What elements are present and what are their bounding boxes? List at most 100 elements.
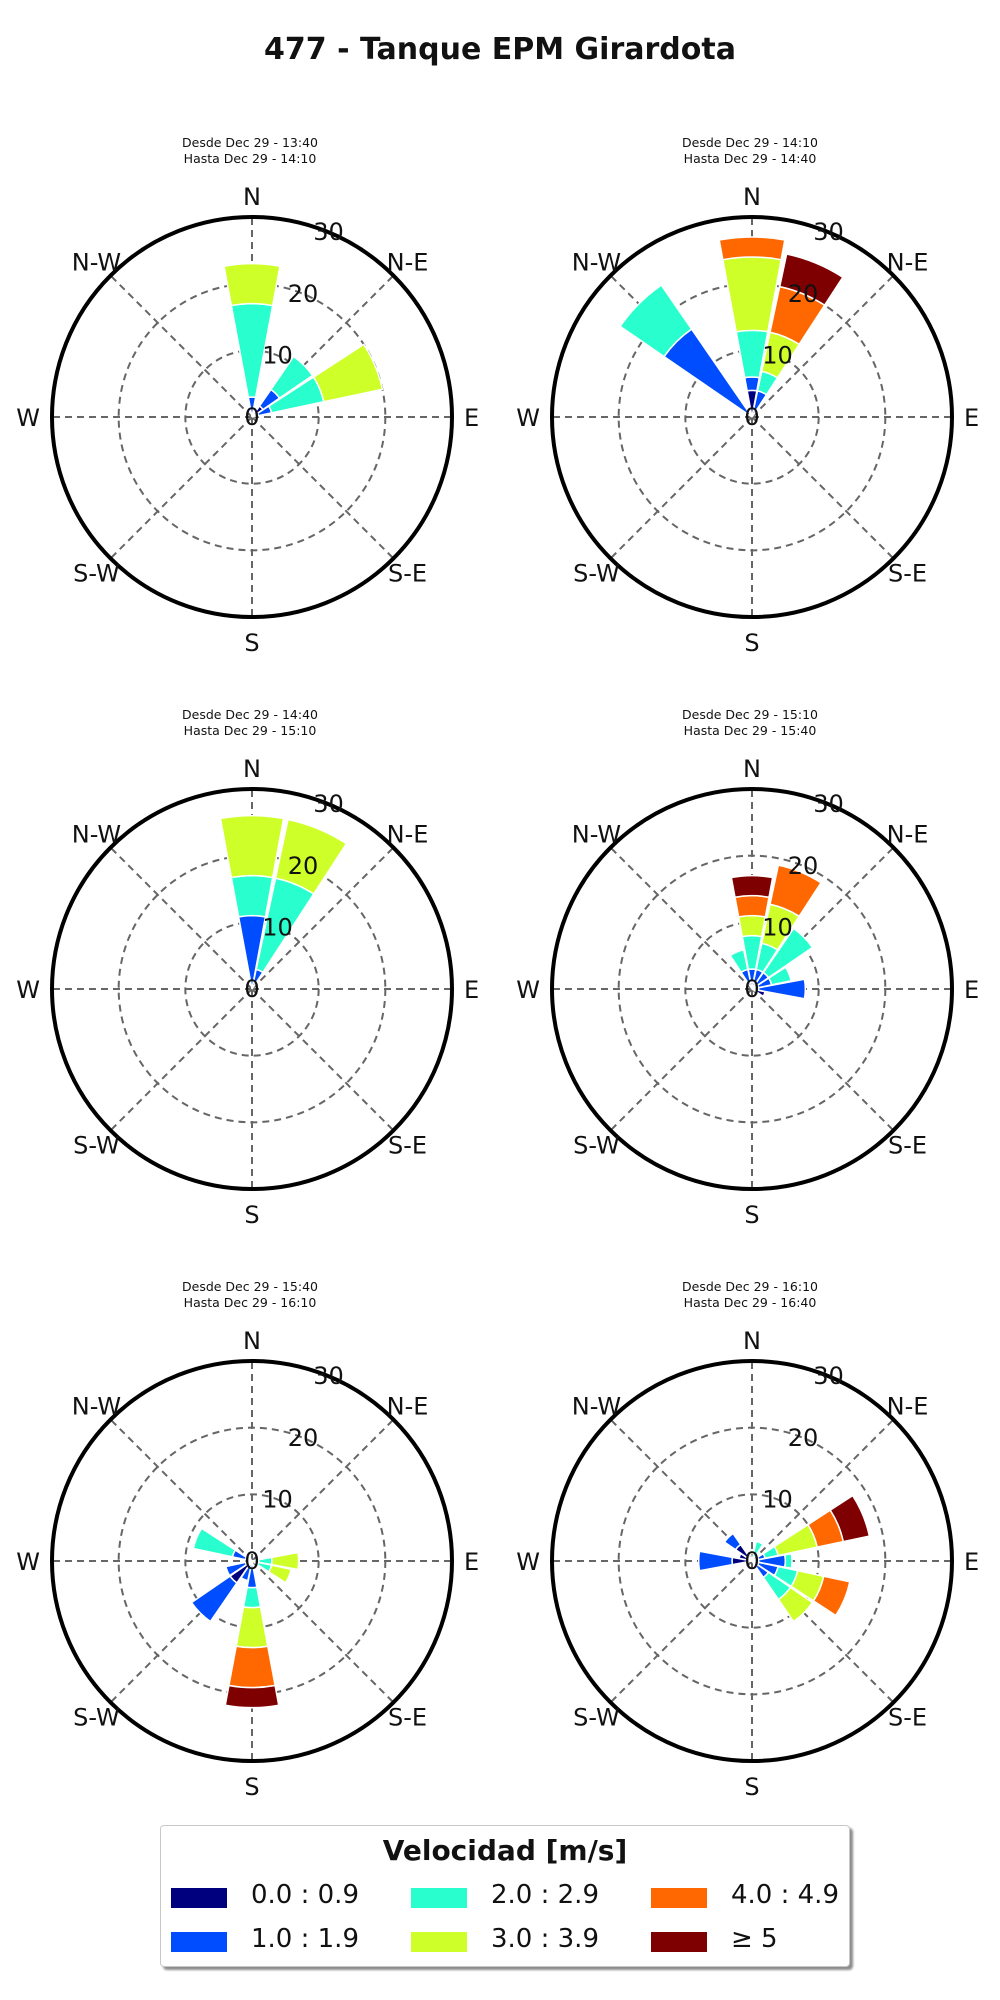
- windrose-plot: 0 10 20 30 N N-E E S-E S S-W W N-W: [16, 183, 479, 657]
- legend-swatch: [171, 1932, 227, 1952]
- direction-gridline: [609, 1560, 753, 1704]
- radial-tick-label: 0: [244, 975, 259, 1003]
- radial-tick-label: 20: [788, 280, 819, 308]
- windrose-bar: [190, 1575, 238, 1623]
- direction-label: S-E: [888, 560, 927, 588]
- direction-label: S-W: [73, 560, 120, 588]
- direction-label: S: [744, 629, 759, 657]
- windrose-bar: [747, 1553, 753, 1562]
- windrose-bar: [242, 1586, 262, 1609]
- direction-label: E: [964, 976, 979, 1004]
- legend-swatch: [411, 1932, 467, 1952]
- windrose-plot: 0 10 20 30 N N-E E S-E S S-W W N-W: [16, 755, 479, 1229]
- direction-gridline: [251, 846, 395, 990]
- chart-title: 477 - Tanque EPM Girardota: [264, 32, 736, 67]
- direction-label: N: [743, 183, 761, 211]
- windrose-bar: [192, 1527, 237, 1558]
- direction-gridline: [751, 988, 895, 1132]
- panel-period-from: Desde Dec 29 - 15:40: [182, 1279, 318, 1294]
- windrose-bar: [829, 1494, 871, 1543]
- radial-tick-label: 30: [313, 790, 344, 818]
- windrose-bar: [230, 874, 274, 918]
- direction-label: N-W: [72, 1392, 121, 1420]
- direction-label: S: [744, 1773, 759, 1801]
- direction-gridline: [109, 1560, 253, 1704]
- legend-swatch: [651, 1932, 707, 1952]
- direction-label: N-W: [72, 248, 121, 276]
- outer-circle: [550, 1359, 954, 1763]
- direction-gridline: [609, 1418, 753, 1562]
- outer-circle: [50, 787, 454, 1191]
- direction-label: S-E: [888, 1704, 927, 1732]
- direction-label: S-W: [73, 1132, 120, 1160]
- windrose-bar: [219, 814, 285, 879]
- radial-tick-label: 0: [744, 975, 759, 1003]
- panel-period-to: Hasta Dec 29 - 14:40: [683, 151, 817, 166]
- direction-label: N: [243, 1327, 261, 1355]
- windrose-bar: [235, 1606, 269, 1649]
- direction-label: N-W: [572, 248, 621, 276]
- windrose-bar: [312, 343, 384, 403]
- radial-tick-label: 0: [744, 1547, 759, 1575]
- panel-period-to: Hasta Dec 29 - 15:40: [683, 723, 817, 738]
- windrose-bar: [267, 1564, 293, 1584]
- windrose-bar: [767, 966, 793, 986]
- direction-label: S-W: [573, 1132, 620, 1160]
- legend-label: 1.0 : 1.9: [251, 1924, 359, 1954]
- legend-swatch: [171, 1888, 227, 1908]
- windrose-bar: [757, 978, 807, 1000]
- direction-label: S-E: [388, 1132, 427, 1160]
- windrose-bar: [269, 355, 314, 400]
- windrose-panel-3: Desde Dec 29 - 14:40 Hasta Dec 29 - 15:1…: [0, 707, 500, 1267]
- radial-tick-label: 10: [762, 1485, 793, 1513]
- direction-label: E: [964, 1548, 979, 1576]
- direction-label: N-E: [887, 248, 929, 276]
- windrose-plot: 0 10 20 30 N N-E E S-E S S-W W N-W: [16, 1327, 479, 1801]
- windrose-bar: [751, 988, 766, 998]
- windrose-plot: 0 10 20 30 N N-E E S-E S S-W W N-W: [516, 183, 979, 657]
- legend-label: ≥ 5: [731, 1924, 778, 1954]
- legend: Velocidad [m/s] 0.0 : 0.9 1.0 : 1.9 2.0 …: [160, 1825, 850, 1967]
- legend-label: 2.0 : 2.9: [491, 1880, 599, 1910]
- windrose-bar: [228, 1645, 276, 1689]
- radial-tick-label: 30: [313, 218, 344, 246]
- direction-label: S: [744, 1201, 759, 1229]
- direction-label: N-E: [387, 248, 429, 276]
- direction-gridline: [109, 416, 253, 560]
- radial-tick-label: 20: [788, 1424, 819, 1452]
- radial-tick-label: 20: [288, 852, 319, 880]
- direction-gridline: [751, 1418, 895, 1562]
- direction-label: E: [464, 404, 479, 432]
- windrose-bar: [729, 948, 749, 974]
- radial-tick-label: 20: [288, 280, 319, 308]
- direction-label: S-E: [388, 1704, 427, 1732]
- radial-tick-label: 0: [244, 1547, 259, 1575]
- outer-circle: [550, 787, 954, 1191]
- direction-label: N: [243, 183, 261, 211]
- legend-title: Velocidad [m/s]: [382, 1834, 628, 1867]
- direction-label: W: [16, 404, 40, 432]
- legend-label: 4.0 : 4.9: [731, 1880, 839, 1910]
- direction-gridline: [251, 416, 395, 560]
- direction-label: S-E: [888, 1132, 927, 1160]
- radial-tick-label: 0: [244, 403, 259, 431]
- windrose-bar: [769, 864, 823, 918]
- direction-gridline: [109, 274, 253, 418]
- panel-period-to: Hasta Dec 29 - 16:10: [183, 1295, 317, 1310]
- windrose-bar: [223, 262, 281, 307]
- windrose-bar: [619, 284, 693, 358]
- direction-label: W: [16, 976, 40, 1004]
- windrose-bar: [245, 1554, 253, 1562]
- windrose-bar: [812, 1575, 851, 1617]
- direction-gridline: [251, 1418, 395, 1562]
- direction-label: W: [516, 1548, 540, 1576]
- direction-label: N-W: [72, 820, 121, 848]
- windrose-bar: [274, 818, 348, 895]
- windrose-panel-5: Desde Dec 29 - 15:40 Hasta Dec 29 - 16:1…: [0, 1279, 500, 1839]
- radial-tick-label: 10: [762, 913, 793, 941]
- windrose-panel-1: Desde Dec 29 - 13:40 Hasta Dec 29 - 14:1…: [0, 135, 500, 695]
- windrose-bar: [762, 927, 814, 979]
- legend-swatch: [411, 1888, 467, 1908]
- windrose-plot: 0 10 20 30 N N-E E S-E S S-W W N-W: [516, 755, 979, 1229]
- direction-label: N-W: [572, 820, 621, 848]
